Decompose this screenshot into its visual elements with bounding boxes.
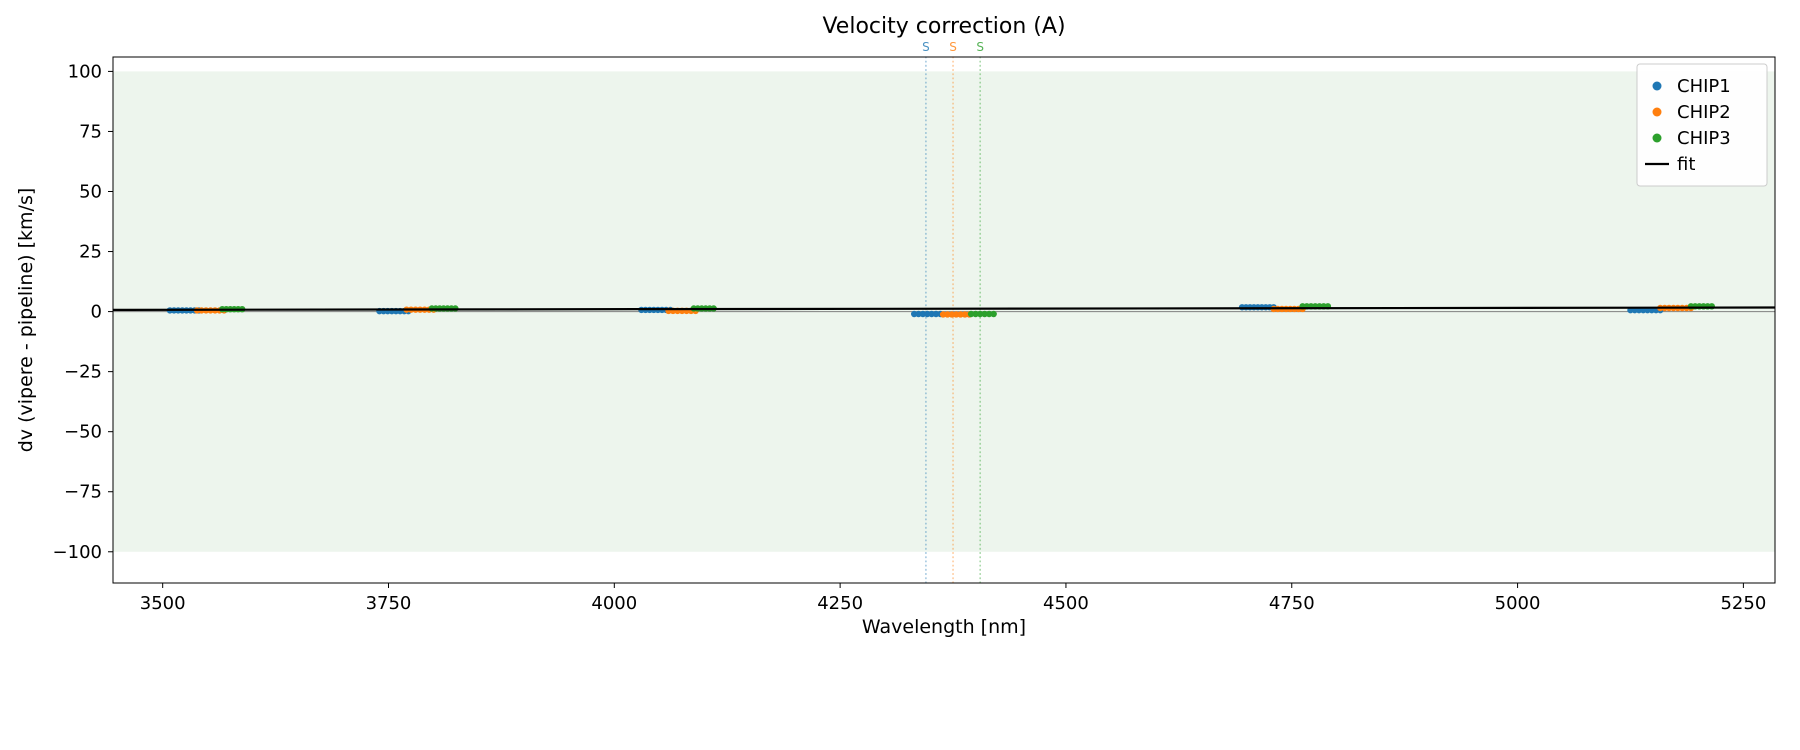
x-tick-label: 4000: [591, 593, 637, 614]
vline-label-2: S: [949, 40, 957, 54]
legend: CHIP1 CHIP2 CHIP3 fit: [1636, 63, 1768, 187]
point-CHIP3-cluster4: [985, 310, 993, 318]
chart-title: Velocity correction (A): [822, 14, 1066, 39]
y-tick-label: 75: [79, 121, 102, 142]
legend-label-fit: fit: [1677, 154, 1695, 175]
axes-spines: [112, 56, 1776, 584]
y-tick-label: 100: [68, 61, 102, 82]
y-axis-label: dv (vipere - pipeline) [km/s]: [15, 187, 37, 453]
x-tick-label: 4500: [1043, 593, 1089, 614]
x-tick-label: 4750: [1269, 593, 1315, 614]
point-CHIP3-cluster4: [990, 310, 997, 318]
x-axis-label: Wavelength [nm]: [861, 616, 1027, 638]
y-tick-label: −75: [64, 482, 102, 503]
x-tick-label: 4250: [817, 593, 863, 614]
y-tick-label: −25: [64, 362, 102, 383]
legend-box: [1636, 63, 1768, 187]
y-tick-label: 0: [91, 302, 102, 323]
point-CHIP3-cluster4: [967, 310, 975, 318]
legend-label-CHIP3: CHIP3: [1677, 128, 1731, 149]
legend-label-CHIP2: CHIP2: [1677, 102, 1731, 123]
legend-marker-CHIP2: [1652, 107, 1662, 117]
y-tick-label: 50: [79, 182, 102, 203]
x-tick-label: 3500: [140, 593, 186, 614]
point-CHIP3-cluster4: [981, 310, 988, 318]
y-tick-label: −100: [53, 542, 102, 563]
vline-label-1: S: [922, 40, 930, 54]
x-tick-label: 3750: [366, 593, 412, 614]
fit-line: [112, 306, 1776, 312]
x-tick-label: 5000: [1495, 593, 1541, 614]
vline-label-3: S: [976, 40, 984, 54]
legend-label-CHIP1: CHIP1: [1677, 76, 1731, 97]
point-CHIP3-cluster4: [972, 310, 979, 318]
legend-marker-CHIP1: [1652, 81, 1662, 91]
x-tick-label: 5250: [1720, 593, 1766, 614]
legend-marker-CHIP3: [1652, 133, 1662, 143]
point-CHIP3-cluster4: [976, 310, 984, 318]
y-tick-label: −50: [64, 422, 102, 443]
y-tick-label: 25: [79, 242, 102, 263]
